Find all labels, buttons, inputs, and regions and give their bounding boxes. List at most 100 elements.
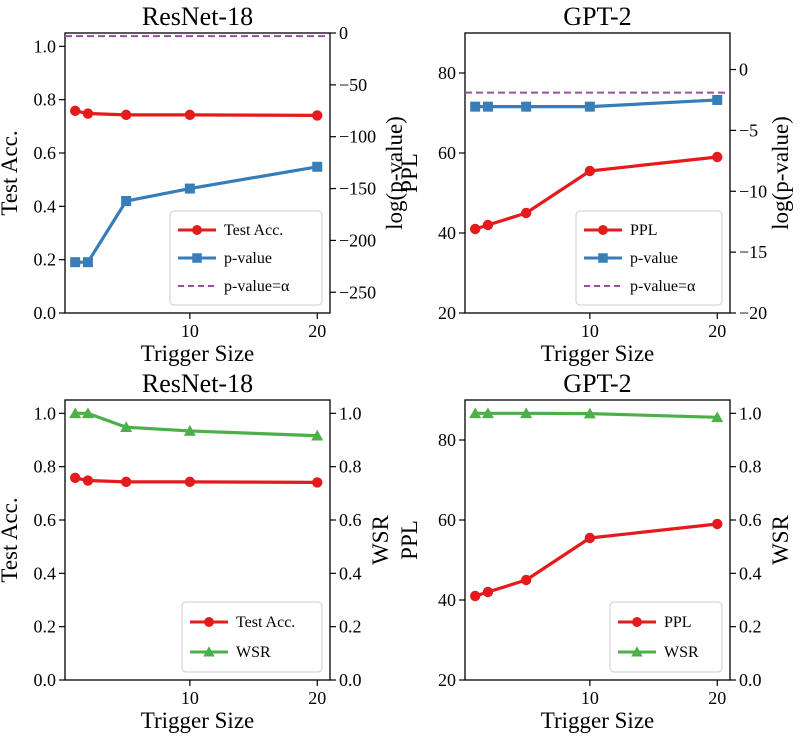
legend-entry: p-value xyxy=(224,250,272,267)
x-tick-label: 20 xyxy=(308,688,326,708)
y2-tick-label: −250 xyxy=(339,282,376,302)
y2-tick-label: −200 xyxy=(339,230,376,250)
series-test-acc-point xyxy=(121,110,131,120)
y-tick-label: 1.0 xyxy=(34,403,57,423)
chart-title: GPT-2 xyxy=(563,2,631,31)
chart-title: ResNet-18 xyxy=(142,369,253,398)
series-ppl-point xyxy=(483,587,493,597)
y-tick-label: 60 xyxy=(438,510,456,530)
y-tick-label: 0.0 xyxy=(34,670,57,690)
series-ppl-point xyxy=(521,575,531,585)
legend-entry: Test Acc. xyxy=(224,222,283,239)
y-axis-label: Test Acc. xyxy=(0,497,22,582)
y-tick-label: 0.2 xyxy=(34,617,57,637)
chart-panel-3: ResNet-1810 200.00.20.40.60.81.00.00.20.4… xyxy=(0,369,393,733)
y-axis-label: Test Acc. xyxy=(0,130,22,215)
y-tick-label: 0.6 xyxy=(34,510,57,530)
y-tick-label: 0.0 xyxy=(34,303,57,323)
y2-tick-label: −150 xyxy=(339,179,376,199)
x-axis-label: Trigger Size xyxy=(541,341,655,366)
legend-entry: WSR xyxy=(664,644,699,661)
series-test-acc-point xyxy=(70,106,80,116)
y-tick-label: 80 xyxy=(438,430,456,450)
chart-panel-2: GPT-2 10 20 20 40 60 80 0 −5 −10 −15 −20 Trigger Siz… xyxy=(397,2,793,366)
figure: ResNet-1810 200.00.20.40.60.81.00−50−100−… xyxy=(0,0,806,739)
series-wsr-line xyxy=(75,413,317,435)
series-p-value-line xyxy=(475,100,717,107)
y-tick-label: 20 xyxy=(438,670,456,690)
series-ppl-point xyxy=(483,220,493,230)
y2-tick-label: 0.4 xyxy=(339,563,362,583)
y2-axis-label: log(p-value) xyxy=(768,116,793,230)
series-p-value-point xyxy=(121,196,131,206)
y-axis-label: PPL xyxy=(397,520,422,560)
y2-tick-label: 1.0 xyxy=(739,403,762,423)
y2-tick-label: 0.2 xyxy=(739,617,762,637)
y-tick-label: 1.0 xyxy=(34,36,57,56)
series-test-acc-point xyxy=(83,108,93,118)
series-test-acc-point xyxy=(83,475,93,485)
x-axis-label: Trigger Size xyxy=(541,708,655,733)
series-test-acc-point xyxy=(121,477,131,487)
y2-tick-label: −5 xyxy=(739,120,758,140)
y2-tick-label: 0.0 xyxy=(739,670,762,690)
y2-tick-label: −20 xyxy=(739,303,767,323)
legend: Test Acc. WSR xyxy=(182,602,322,672)
y-tick-label: 0.2 xyxy=(34,250,57,270)
x-tick-label: 10 xyxy=(181,688,199,708)
legend-marker xyxy=(204,617,214,627)
series-p-value-point xyxy=(483,102,493,112)
y-tick-label: 40 xyxy=(438,590,456,610)
y2-tick-label: 0.0 xyxy=(339,670,362,690)
x-axis-label: Trigger Size xyxy=(141,341,255,366)
y2-tick-label: −50 xyxy=(339,75,367,95)
series-test-acc-point xyxy=(70,473,80,483)
y-axis-label: PPL xyxy=(397,153,422,193)
series-test-acc-point xyxy=(185,477,195,487)
series-p-value-point xyxy=(470,102,480,112)
series-p-value-point xyxy=(185,184,195,194)
series-p-value-point xyxy=(585,102,595,112)
legend-marker xyxy=(598,253,608,263)
legend-box xyxy=(182,602,322,672)
legend-entry: p-value=α xyxy=(630,278,696,295)
legend-entry: p-value xyxy=(630,250,678,267)
legend-entry: PPL xyxy=(630,222,658,239)
series-p-value-point xyxy=(712,95,722,105)
y-tick-label: 80 xyxy=(438,63,456,83)
y2-tick-label: 0 xyxy=(339,23,348,43)
legend: PPL WSR xyxy=(610,602,722,672)
series-test-acc-point xyxy=(312,110,322,120)
legend: PPL p-value p-value=α xyxy=(576,211,722,305)
x-tick-label: 20 xyxy=(708,321,726,341)
y2-axis-label: WSR xyxy=(768,514,793,565)
series-p-value-point xyxy=(521,102,531,112)
series-test-acc-line xyxy=(75,111,317,116)
x-tick-label: 10 xyxy=(181,321,199,341)
y2-tick-label: 0.8 xyxy=(339,457,362,477)
y-tick-label: 0.8 xyxy=(34,90,57,110)
chart-panel-4: GPT-2 10 20 20 40 60 80 0.0 0.2 0.4 0.6 0.8 1.0 Trigg… xyxy=(397,369,793,733)
legend-marker xyxy=(632,617,642,627)
y-tick-label: 0.4 xyxy=(34,563,57,583)
chart-panel-1: ResNet-18 10 20 0.0 0.2 0.4 0.6 0.8 1.0 0 −50 −100 −… xyxy=(0,2,407,366)
chart-title: GPT-2 xyxy=(563,369,631,398)
series-ppl-point xyxy=(470,224,480,234)
series-ppl-point xyxy=(585,533,595,543)
series-ppl-line xyxy=(475,524,717,596)
legend-marker xyxy=(192,225,202,235)
y-tick-label: 0.6 xyxy=(34,143,57,163)
y2-tick-label: −15 xyxy=(739,242,767,262)
legend-entry: PPL xyxy=(664,614,692,631)
x-tick-label: 20 xyxy=(308,321,326,341)
series-p-value-point xyxy=(83,257,93,267)
y-tick-label: 40 xyxy=(438,223,456,243)
legend-entry: Test Acc. xyxy=(236,614,295,631)
series-ppl-point xyxy=(521,208,531,218)
y2-tick-label: 0.6 xyxy=(739,510,762,530)
series-ppl-point xyxy=(470,591,480,601)
y2-tick-label: −10 xyxy=(739,181,767,201)
series-ppl-point xyxy=(712,152,722,162)
x-tick-label: 10 xyxy=(581,688,599,708)
y2-axis-label: WSR xyxy=(368,514,393,565)
